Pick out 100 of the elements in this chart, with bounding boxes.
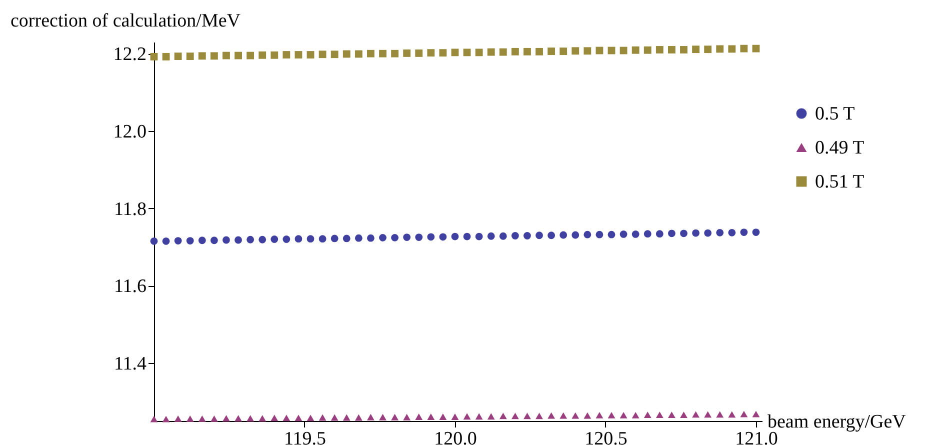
point: [270, 51, 278, 59]
point: [499, 232, 507, 240]
y-tick-label: 11.6: [114, 276, 146, 298]
point: [536, 412, 543, 420]
point: [692, 46, 700, 54]
point: [294, 51, 302, 58]
point: [548, 48, 556, 55]
point: [198, 52, 206, 60]
point: [354, 234, 362, 242]
point: [342, 50, 350, 58]
point: [716, 228, 724, 236]
point: [186, 237, 194, 244]
point: [186, 415, 194, 422]
point: [258, 51, 266, 59]
point: [511, 232, 519, 240]
point: [752, 228, 760, 236]
point: [403, 414, 411, 420]
point: [572, 47, 580, 55]
point: [150, 237, 158, 245]
point: [499, 48, 507, 56]
point: [391, 50, 398, 58]
point: [668, 230, 676, 238]
point: [584, 412, 592, 419]
point: [704, 411, 712, 418]
point: [487, 232, 495, 240]
point: [524, 48, 531, 56]
point: [524, 412, 531, 420]
point: [620, 230, 628, 238]
y-tick-label: 12.2: [113, 44, 146, 66]
point: [620, 46, 628, 54]
point: [415, 414, 423, 420]
point: [451, 414, 459, 420]
point: [294, 414, 302, 422]
point: [463, 48, 471, 56]
point: [306, 414, 314, 422]
point: [427, 414, 435, 420]
point: [282, 414, 290, 422]
point: [560, 48, 568, 55]
point: [680, 230, 688, 238]
point: [162, 237, 170, 245]
point: [210, 415, 218, 422]
point: [596, 230, 604, 238]
point: [487, 413, 495, 420]
y-tick-label: 11.4: [114, 353, 147, 374]
point: [150, 416, 158, 422]
point: [234, 236, 242, 244]
point: [632, 46, 640, 54]
point: [150, 52, 158, 60]
point: [716, 411, 724, 418]
point: [704, 46, 712, 54]
point: [716, 45, 724, 53]
point: [668, 46, 676, 54]
point: [174, 52, 182, 60]
y-tick-label: 12.0: [113, 121, 146, 142]
point: [463, 413, 471, 420]
point: [632, 412, 640, 418]
point: [740, 44, 748, 52]
point: [427, 233, 435, 241]
point: [499, 412, 507, 420]
point: [270, 236, 278, 243]
point: [728, 411, 736, 418]
point: [234, 415, 242, 422]
point: [451, 48, 459, 56]
point: [728, 45, 736, 53]
point: [222, 52, 230, 60]
point: [728, 228, 736, 236]
point: [246, 52, 254, 60]
point: [306, 235, 314, 243]
point: [692, 411, 700, 418]
point: [210, 52, 218, 60]
point: [282, 51, 290, 58]
point: [415, 234, 423, 241]
point: [596, 412, 604, 418]
point: [560, 231, 568, 239]
point: [427, 49, 435, 57]
point: [342, 234, 350, 242]
point: [752, 44, 760, 52]
point: [572, 412, 580, 419]
point: [258, 236, 266, 244]
point: [403, 234, 411, 241]
point: [186, 52, 194, 60]
point: [524, 232, 531, 240]
point: [439, 49, 447, 57]
point: [439, 233, 447, 241]
point: [379, 234, 386, 242]
point: [367, 414, 374, 420]
point: [451, 232, 459, 240]
point: [584, 47, 592, 55]
point: [162, 52, 170, 60]
point: [656, 412, 664, 418]
point: [548, 412, 556, 419]
point: [367, 50, 374, 58]
point: [294, 235, 302, 243]
point: [270, 414, 278, 422]
point: [391, 414, 398, 420]
point: [306, 51, 314, 58]
point: [330, 234, 338, 242]
point: [740, 410, 748, 418]
point: [234, 52, 242, 60]
point: [536, 232, 543, 240]
